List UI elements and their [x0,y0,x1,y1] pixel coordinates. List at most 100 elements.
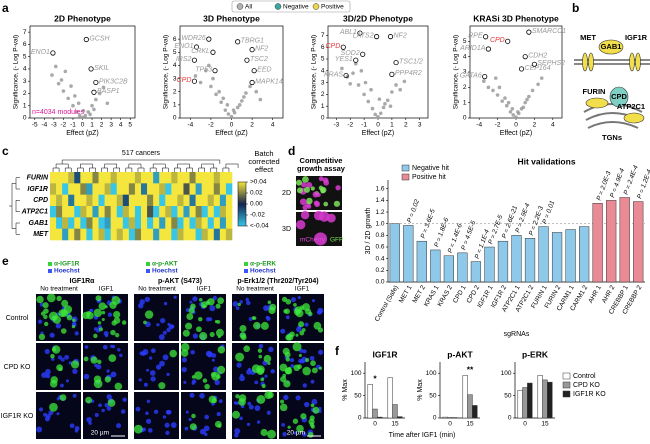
heat-cell [74,228,81,241]
stain-signal [180,349,189,357]
y-tick-label: 4 [23,66,27,73]
stain-signal [104,376,111,383]
point [88,112,92,117]
heat-cell [141,172,148,184]
stain-signal [293,308,301,316]
panel-letter: a [2,1,9,15]
heat-cell [153,228,160,241]
heat-cell [92,183,99,195]
heat-cell [128,183,136,195]
point [500,99,505,103]
stain-signal [285,299,292,305]
cell [335,185,341,191]
condition-label: No treatment [138,286,176,293]
row-label: GAB1 [29,220,49,227]
heat-cell [116,172,124,184]
point [385,98,390,103]
heat-cell [134,183,142,195]
gene-label: IRS2 [176,56,192,63]
gene-label: SEPHS2 [537,60,565,67]
stain-signal [199,331,208,341]
heat-cell [195,183,202,195]
nucleus [49,332,55,338]
furin-shape [585,97,609,109]
y-tick-label: 1 [321,103,325,110]
nucleus [135,406,141,412]
heat-cell [92,194,99,207]
nucleus [254,405,261,411]
point [258,97,263,102]
nucleus [90,308,94,313]
gene-label: LATS2 [353,32,374,39]
heat-cell [80,194,87,207]
heat-cell [104,217,111,229]
stain-signal [59,394,67,401]
y-tick-label: 4 [463,53,467,60]
stain-signal [188,307,195,314]
heat-cell [189,228,196,241]
legend-swatch [236,3,244,10]
nucleus [209,305,216,312]
stain-signal [318,366,323,370]
nucleus [246,422,251,426]
point [495,93,500,97]
x-tick-label: -4 [476,122,482,129]
stain-signal [42,302,49,309]
nucleus [96,364,102,370]
stain-signal [52,315,61,324]
chart-title: KRASi 3D Phenotype [473,13,559,23]
node-label: IGF1R [625,33,648,42]
y-tick-label: 2 [173,88,177,95]
heat-cell [195,217,202,229]
stain-signal [235,352,245,362]
point [248,84,252,89]
receptor [582,52,588,72]
bar [443,255,454,283]
nucleus [150,376,156,382]
hit-point [191,57,198,63]
nucleus [183,380,187,384]
bar [524,238,536,283]
y-tick-label: 0.8 [375,232,384,239]
bar [619,197,630,283]
cell [314,201,321,208]
heat-cell [207,206,215,218]
y-tick-label: 100 [501,370,512,377]
heat-cell [219,206,227,218]
point [69,84,73,88]
stain-signal [312,406,320,414]
nucleus [208,317,213,322]
heat-cell [207,183,215,195]
point [244,91,248,95]
nucleus [235,306,240,310]
heat-cell [189,217,196,229]
stain-signal [243,345,251,353]
bar [377,416,383,419]
row-label: IGF1R [27,186,48,193]
stain-signal [49,380,58,388]
y-tick-label: 6 [23,41,27,48]
stain-signal [52,345,61,354]
heat-cell [68,183,75,195]
nucleus [185,410,189,414]
channel-label: Hoechst [152,268,178,275]
nucleus [264,374,268,378]
point [211,76,215,81]
bar [372,408,378,419]
point [525,97,529,102]
nucleus [234,428,241,435]
nucleus [218,399,223,404]
heat-cell [122,194,130,207]
point [394,83,398,87]
cell [296,187,304,194]
nucleus [145,411,149,416]
x-axis-title: Effect (pZ) [500,130,533,137]
y-tick-label: 0.2 [375,267,384,274]
cell [323,179,330,186]
stain-signal [114,332,120,338]
point [226,112,231,116]
nucleus [283,394,289,401]
nucleus [98,403,102,408]
stain-signal [257,348,263,353]
nucleus [142,427,147,432]
